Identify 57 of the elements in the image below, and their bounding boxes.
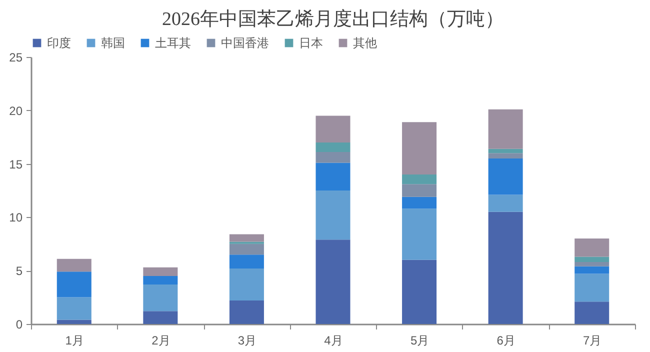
x-tick-label: 7月: [583, 334, 602, 348]
bar: [488, 148, 523, 154]
x-tick-label: 2月: [152, 334, 170, 348]
bar: [229, 234, 264, 242]
y-tick-label: 15: [9, 157, 23, 172]
bar: [316, 240, 350, 324]
bar: [488, 109, 523, 149]
x-tick-label: 4月: [324, 334, 343, 348]
bar: [143, 284, 178, 312]
bar: [229, 300, 264, 324]
bar: [402, 196, 437, 209]
legend-label: 土耳其: [155, 36, 191, 50]
bar: [488, 158, 523, 195]
bar: [402, 208, 437, 260]
bar: [402, 184, 437, 197]
bar: [316, 162, 350, 190]
bar: [56, 258, 92, 272]
bar: [574, 238, 610, 257]
bar: [488, 194, 523, 212]
y-tick-label: 20: [9, 104, 23, 118]
x-tick-label: 6月: [496, 334, 516, 348]
legend-label: 其他: [353, 36, 377, 50]
x-tick-label: 3月: [238, 334, 257, 348]
bar: [402, 122, 437, 174]
bar: [143, 267, 178, 276]
bar: [574, 274, 610, 302]
bar: [229, 244, 264, 255]
y-tick-label: 0: [16, 318, 23, 332]
bar: [143, 276, 178, 284]
bar: [402, 174, 437, 184]
bar: [143, 311, 178, 324]
bar: [316, 116, 350, 142]
bar: [574, 302, 610, 324]
x-tick-label: 1月: [65, 334, 84, 348]
bar: [574, 266, 610, 274]
bar: [56, 272, 92, 298]
y-tick-label: 25: [9, 50, 23, 64]
legend-label: 日本: [299, 36, 323, 50]
bar: [316, 190, 350, 240]
bar: [229, 268, 264, 301]
bar: [316, 152, 350, 163]
bar: [56, 320, 92, 324]
bar: [488, 212, 523, 324]
bar: [488, 153, 523, 158]
bar: [56, 297, 92, 320]
bar: [574, 262, 610, 266]
legend-label: 印度: [47, 36, 71, 50]
bar: [402, 260, 437, 324]
legend-label: 韩国: [101, 36, 125, 50]
y-tick-label: 10: [9, 210, 23, 225]
bar: [574, 256, 610, 262]
chart-title: 2026年中国苯乙烯月度出口结构（万吨）: [162, 8, 504, 30]
bar: [229, 254, 264, 268]
bar: [316, 142, 350, 152]
x-tick-label: 5月: [410, 334, 430, 348]
y-tick-label: 5: [16, 264, 23, 278]
legend-label: 中国香港: [221, 36, 269, 50]
